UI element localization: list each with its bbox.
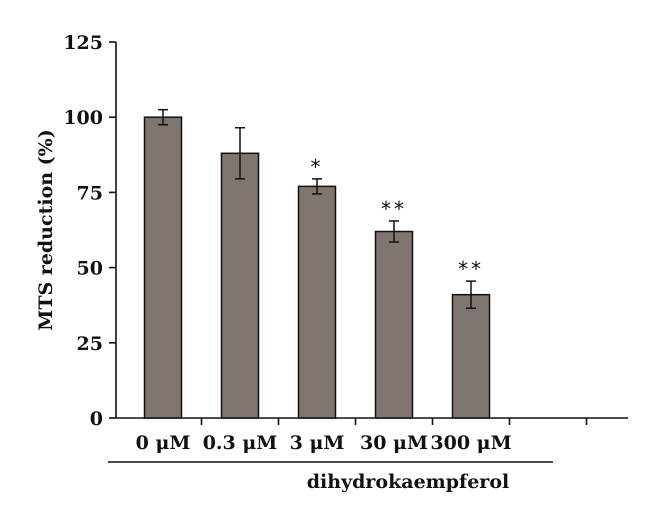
x-tick-label: 0.3 μM (203, 432, 278, 454)
y-ticks: 0 25 50 75 100 125 (63, 32, 116, 430)
axes (115, 42, 628, 419)
x-ticks: 0 μM 0.3 μM 3 μM 30 μM 300 μM (136, 418, 588, 454)
x-tick-label: 0 μM (136, 432, 191, 454)
x-tick-label: 30 μM (360, 432, 428, 454)
y-tick-label: 125 (63, 32, 103, 54)
y-axis-label: MTS reduction (%) (35, 129, 57, 330)
y-tick-label: 100 (63, 107, 103, 129)
y-tick-label: 50 (77, 258, 103, 280)
significance-marker: ** (458, 257, 484, 281)
y-tick-label: 25 (77, 333, 103, 355)
bar (374, 230, 414, 419)
bar (220, 152, 260, 419)
bars: ***** (143, 108, 491, 419)
bar (297, 185, 337, 419)
x-tick-label: 3 μM (290, 432, 345, 454)
y-tick-label: 75 (77, 182, 103, 204)
significance-marker: * (311, 155, 324, 179)
significance-marker: ** (381, 197, 407, 221)
x-axis-label: dihydrokaempferol (307, 471, 509, 493)
bar (143, 116, 183, 419)
y-tick-label: 0 (90, 408, 103, 430)
bar (451, 293, 491, 419)
x-tick-label: 300 μM (430, 432, 511, 454)
